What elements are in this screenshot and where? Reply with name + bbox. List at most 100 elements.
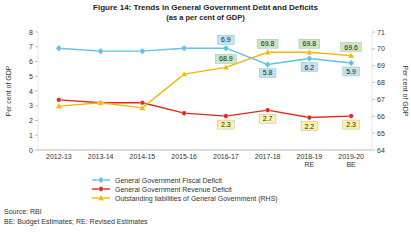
y-tick-label: 2 bbox=[29, 117, 33, 124]
point bbox=[182, 111, 187, 116]
data-label: 68.9 bbox=[219, 55, 233, 62]
point bbox=[223, 114, 228, 119]
y2-tick bbox=[372, 32, 375, 33]
x-tick-label: 2012-13 bbox=[46, 153, 72, 160]
point bbox=[306, 49, 312, 55]
point bbox=[264, 49, 270, 55]
data-label-box bbox=[341, 43, 362, 52]
point bbox=[223, 64, 229, 70]
y2-tick-label: 70 bbox=[377, 45, 385, 52]
subtitle: (as a per cent of GDP) bbox=[166, 13, 245, 22]
data-label: 69.8 bbox=[261, 40, 275, 47]
point bbox=[181, 71, 187, 77]
data-label-box bbox=[218, 120, 235, 129]
data-label-box bbox=[218, 35, 235, 44]
plot-area bbox=[56, 45, 355, 120]
data-label: 6.2 bbox=[305, 64, 315, 71]
y2-tick-label: 65 bbox=[377, 130, 385, 137]
x-tick-label-line: 2016-17 bbox=[213, 153, 239, 160]
point bbox=[139, 105, 145, 111]
series-line bbox=[59, 52, 351, 108]
x-tick-label-line: BE bbox=[346, 161, 356, 168]
x-tick-label: 2017-18 bbox=[255, 153, 281, 160]
point bbox=[307, 115, 312, 120]
data-label-box bbox=[343, 67, 360, 76]
point bbox=[306, 55, 312, 61]
y2-tick bbox=[372, 116, 375, 117]
y2-axis bbox=[372, 32, 373, 150]
data-label-box bbox=[301, 63, 318, 72]
y2-tick bbox=[372, 99, 375, 100]
x-tick-label-line: 2013-14 bbox=[88, 153, 114, 160]
y-tick bbox=[35, 76, 38, 77]
point bbox=[181, 45, 187, 51]
data-label: 69.8 bbox=[303, 40, 317, 47]
point bbox=[97, 48, 103, 54]
x-tick-label-line: 2012-13 bbox=[46, 153, 72, 160]
chart: Figure 14: Trends in General Government … bbox=[0, 0, 411, 233]
point bbox=[56, 103, 62, 109]
x-axis bbox=[38, 150, 372, 151]
point bbox=[98, 100, 103, 105]
series-line bbox=[59, 48, 351, 64]
legend-label: General Government Revenue Deficit bbox=[115, 186, 232, 193]
data-label-box bbox=[215, 54, 236, 63]
data-label: 2.3 bbox=[346, 121, 356, 128]
data-label: 2.2 bbox=[305, 123, 315, 130]
data-labels: 68.969.869.869.66.95.86.25.92.32.72.22.3 bbox=[215, 35, 361, 130]
x-tick-label: 2014-15 bbox=[130, 153, 156, 160]
y-tick bbox=[35, 105, 38, 106]
x-tick-label-line: 2014-15 bbox=[130, 153, 156, 160]
footnote: BE: Budget Estimates; RE: Revised Estima… bbox=[4, 218, 148, 226]
point bbox=[349, 114, 354, 119]
x-tick-label: 2018-19RE bbox=[297, 153, 323, 168]
point bbox=[56, 45, 62, 51]
y-tick-label: 8 bbox=[29, 29, 33, 36]
point bbox=[264, 61, 270, 67]
point bbox=[56, 97, 61, 102]
point bbox=[97, 100, 103, 106]
data-label-box bbox=[257, 39, 278, 48]
y2-tick bbox=[372, 82, 375, 83]
y-tick bbox=[35, 91, 38, 92]
y-tick bbox=[35, 46, 38, 47]
y2-tick-label: 71 bbox=[377, 29, 385, 36]
y-tick-label: 5 bbox=[29, 73, 33, 80]
data-label-box bbox=[259, 114, 276, 123]
x-tick-label-line: 2019-20 bbox=[338, 153, 364, 160]
x-tick-label-line: 2015-16 bbox=[171, 153, 197, 160]
y2-axis-label: Per cent of GDP bbox=[402, 66, 409, 117]
point bbox=[265, 108, 270, 113]
y2-tick-label: 68 bbox=[377, 79, 385, 86]
y-tick bbox=[35, 120, 38, 121]
y-axis-label: Per cent of GDP bbox=[5, 65, 12, 116]
y-tick-label: 3 bbox=[29, 102, 33, 109]
data-label: 69.6 bbox=[344, 44, 358, 51]
legend-label: Outstanding liabilities of General Gover… bbox=[115, 195, 278, 203]
legend-marker bbox=[98, 195, 104, 201]
point bbox=[348, 60, 354, 66]
y-tick-label: 6 bbox=[29, 58, 33, 65]
data-label: 5.9 bbox=[346, 68, 356, 75]
y-tick-label: 1 bbox=[29, 132, 33, 139]
x-tick-label: 2013-14 bbox=[88, 153, 114, 160]
data-label: 5.8 bbox=[263, 69, 273, 76]
point bbox=[223, 45, 229, 51]
legend: General Government Fiscal DeficitGeneral… bbox=[92, 177, 278, 203]
y2-tick bbox=[372, 48, 375, 49]
data-label: 2.7 bbox=[263, 115, 273, 122]
y-tick-label: 4 bbox=[29, 88, 33, 95]
data-label-box bbox=[343, 120, 360, 129]
y2-tick-label: 66 bbox=[377, 113, 385, 120]
x-tick-label-line: 2018-19 bbox=[297, 153, 323, 160]
y-tick bbox=[35, 150, 38, 151]
point bbox=[348, 52, 354, 58]
x-tick-label-line: 2017-18 bbox=[255, 153, 281, 160]
data-label: 6.9 bbox=[221, 36, 231, 43]
data-label-box bbox=[259, 68, 276, 77]
y2-tick-label: 69 bbox=[377, 62, 385, 69]
data-label-box bbox=[299, 39, 320, 48]
y-tick bbox=[35, 32, 38, 33]
y2-tick bbox=[372, 133, 375, 134]
x-tick-label: 2019-20BE bbox=[338, 153, 364, 168]
